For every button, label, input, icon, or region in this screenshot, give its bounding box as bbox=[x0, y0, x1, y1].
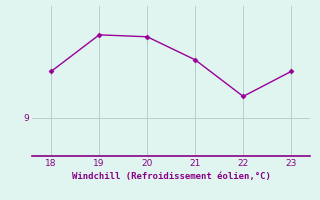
X-axis label: Windchill (Refroidissement éolien,°C): Windchill (Refroidissement éolien,°C) bbox=[72, 172, 271, 181]
